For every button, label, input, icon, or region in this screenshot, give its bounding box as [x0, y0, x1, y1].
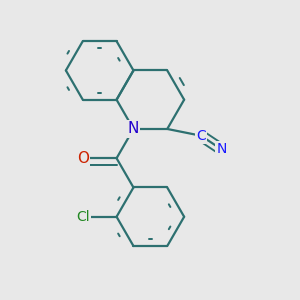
Text: N: N — [128, 122, 139, 136]
Text: N: N — [216, 142, 226, 156]
Text: O: O — [77, 151, 89, 166]
Text: Cl: Cl — [76, 210, 90, 224]
Text: C: C — [196, 129, 206, 143]
